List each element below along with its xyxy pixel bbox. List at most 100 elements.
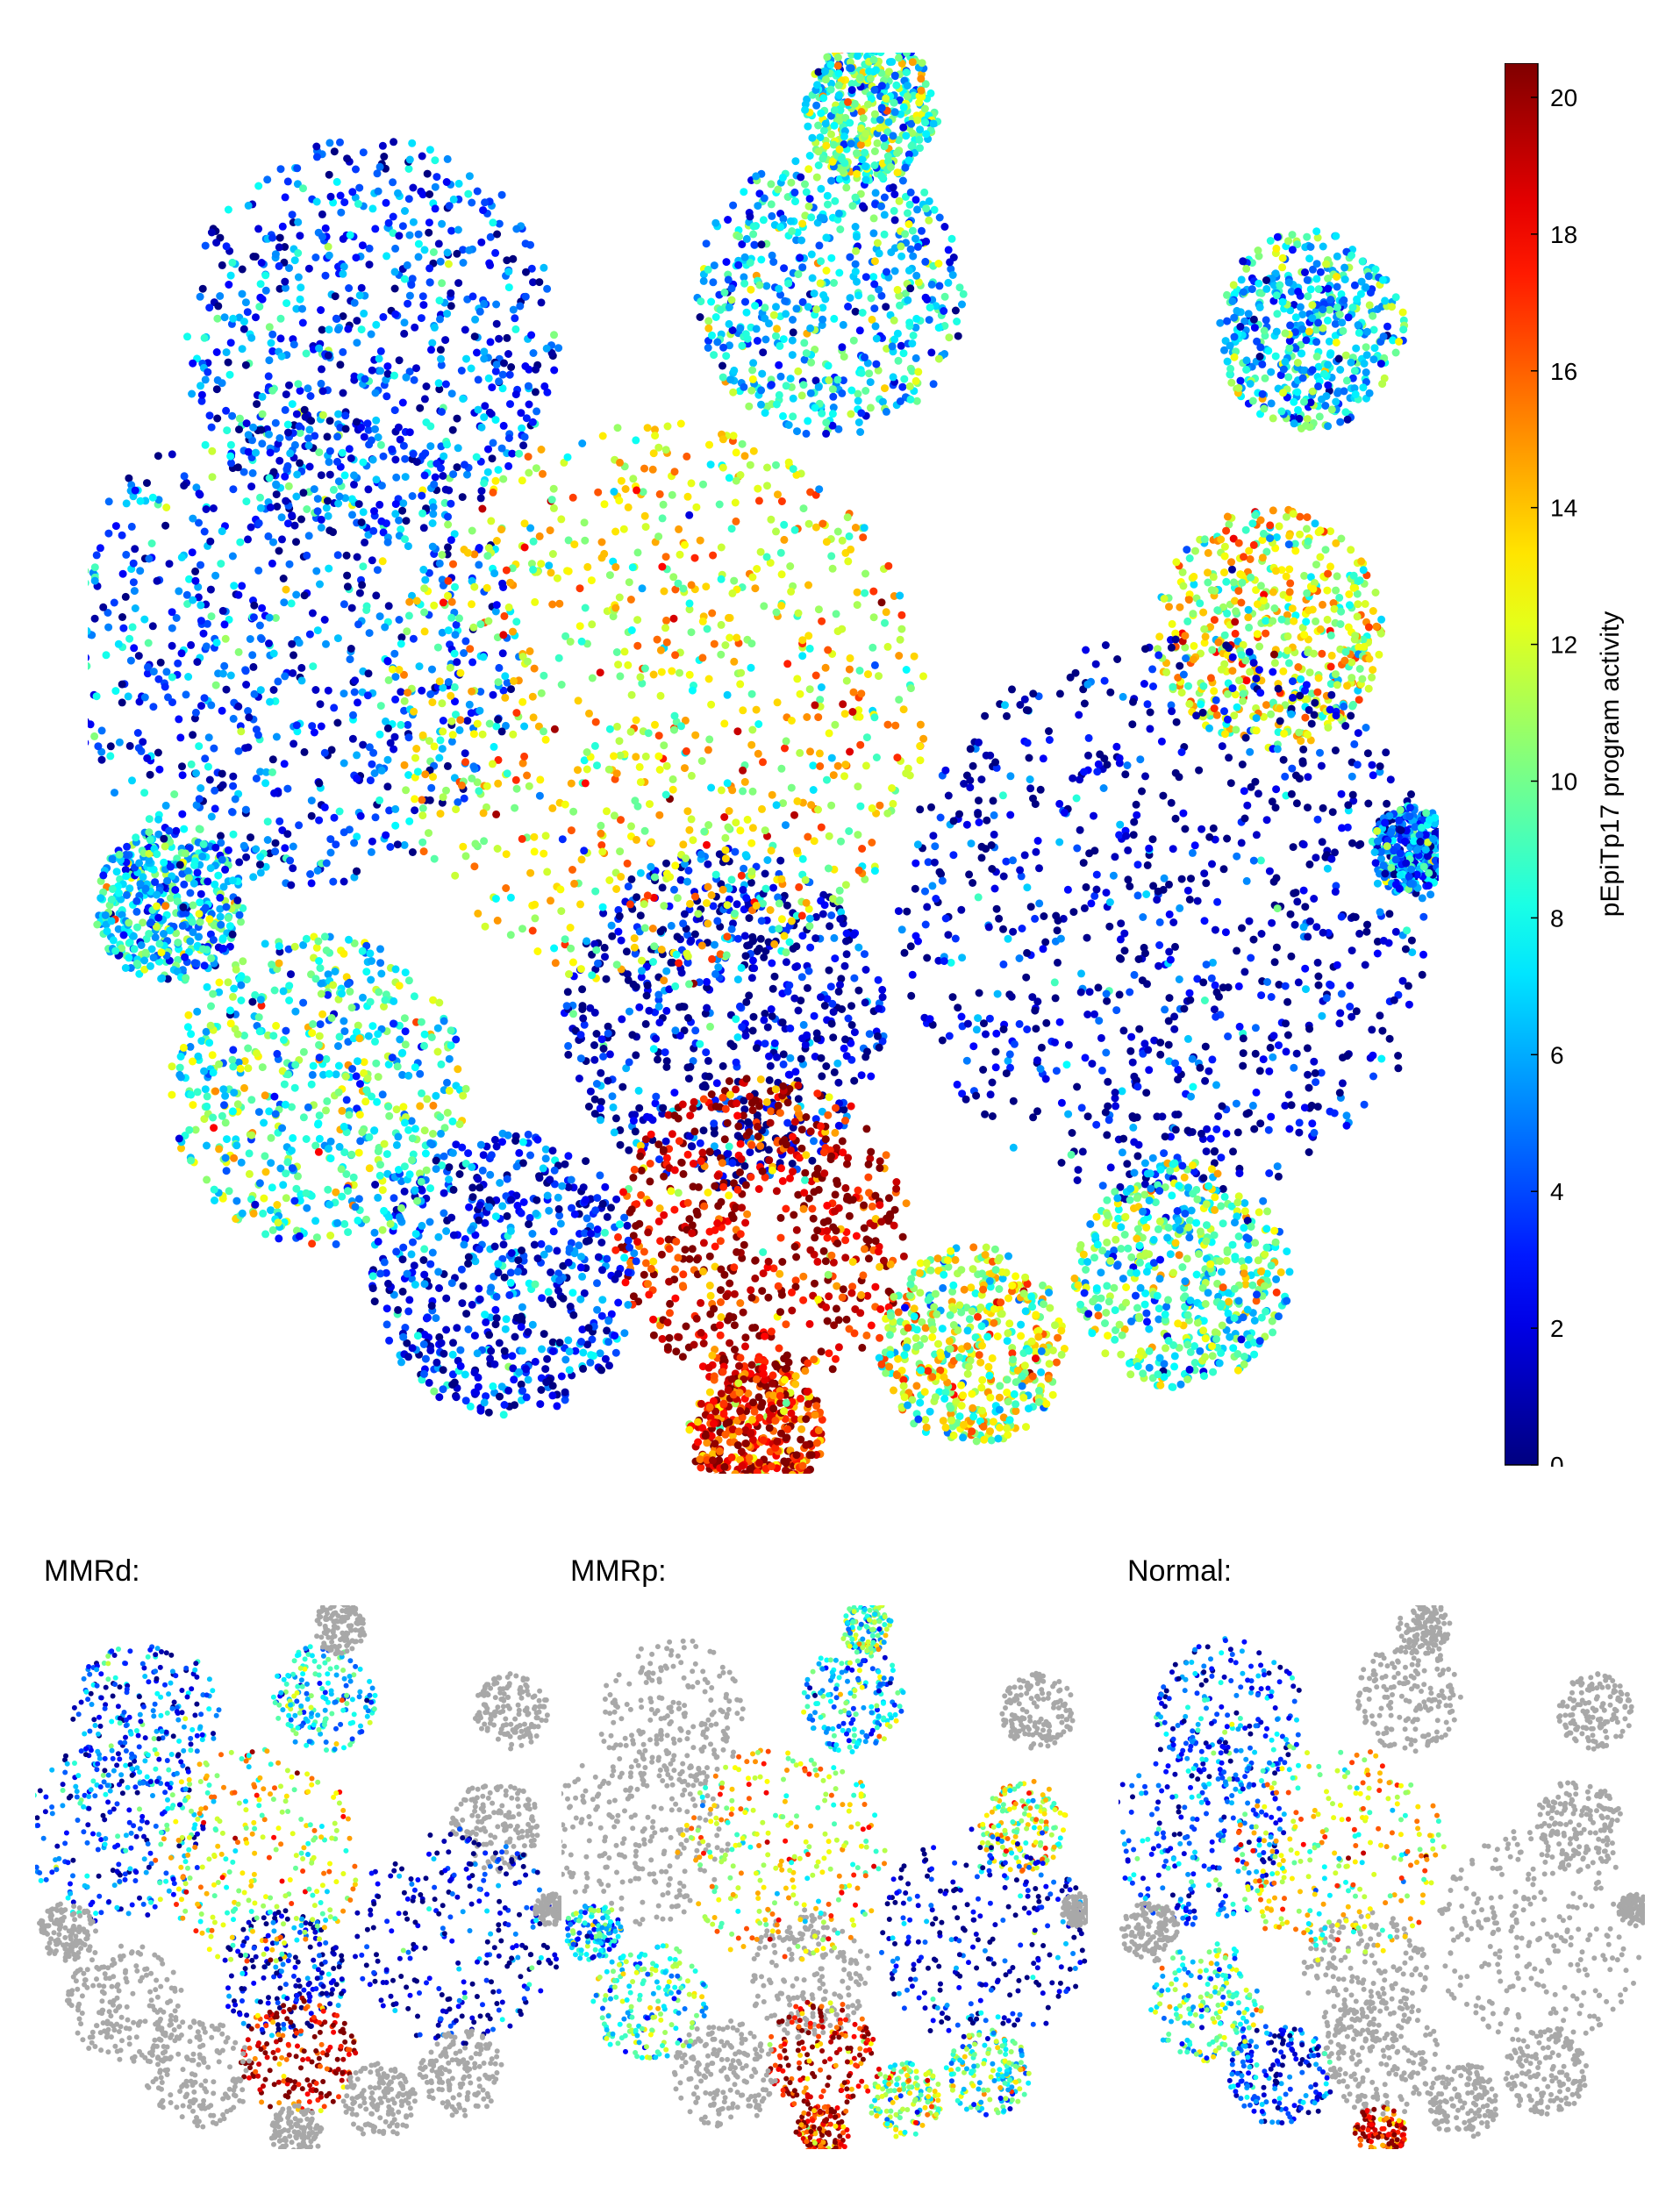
data-point <box>376 440 385 449</box>
data-point <box>765 1052 773 1061</box>
data-point <box>903 907 911 916</box>
data-point <box>699 1267 707 1275</box>
data-point <box>543 868 552 876</box>
data-point <box>256 853 265 861</box>
data-point <box>1135 1025 1144 1033</box>
data-point <box>774 1282 783 1290</box>
data-point <box>344 325 353 333</box>
data-point <box>649 1315 658 1324</box>
data-point <box>640 826 649 835</box>
data-point <box>1285 344 1294 353</box>
data-point <box>230 582 239 590</box>
data-point <box>1403 926 1412 935</box>
data-point <box>721 1104 730 1113</box>
data-point <box>247 833 254 842</box>
data-point <box>704 1072 713 1081</box>
data-point <box>826 922 834 931</box>
data-point <box>1286 910 1295 918</box>
data-point <box>1171 629 1180 638</box>
data-point <box>854 782 862 791</box>
data-point <box>797 1125 806 1134</box>
data-point <box>927 803 935 811</box>
data-point <box>710 1119 718 1128</box>
data-point <box>419 301 428 310</box>
data-point <box>1303 589 1312 597</box>
data-point <box>542 344 551 353</box>
data-point <box>1140 1039 1149 1048</box>
data-point <box>295 821 304 830</box>
data-point <box>1356 839 1365 848</box>
data-point <box>1255 353 1264 361</box>
data-point <box>987 841 996 849</box>
data-point <box>249 613 258 622</box>
data-point <box>1227 558 1235 567</box>
data-point <box>535 532 544 540</box>
data-point <box>1240 553 1247 561</box>
data-point <box>459 842 468 851</box>
data-point <box>1293 240 1302 249</box>
data-point <box>428 542 437 551</box>
data-point <box>475 307 484 316</box>
data-point <box>278 222 287 231</box>
data-point <box>249 423 258 432</box>
data-point <box>1026 775 1034 783</box>
data-point <box>127 522 136 531</box>
data-point <box>1305 1148 1313 1156</box>
data-point <box>707 1090 716 1098</box>
data-point <box>276 334 285 343</box>
data-point <box>257 259 266 267</box>
data-point <box>339 389 347 397</box>
data-point <box>1354 600 1362 609</box>
data-point <box>754 1122 761 1131</box>
data-point <box>266 448 275 457</box>
data-point <box>1235 676 1243 685</box>
data-point <box>352 254 361 262</box>
data-point <box>213 314 222 323</box>
data-point <box>1083 1112 1092 1121</box>
data-point <box>1312 338 1321 346</box>
data-point <box>1233 703 1241 711</box>
data-point <box>656 927 665 936</box>
data-point <box>354 620 362 629</box>
data-point <box>115 738 124 746</box>
data-point <box>1313 815 1322 824</box>
data-point <box>205 411 214 420</box>
data-point <box>1362 368 1370 376</box>
data-point <box>368 837 376 846</box>
data-point <box>594 488 603 496</box>
data-point <box>1115 831 1124 839</box>
data-point <box>143 754 152 762</box>
data-point <box>1278 263 1287 272</box>
data-point <box>676 419 685 428</box>
data-point <box>1120 946 1129 955</box>
data-point <box>1335 1019 1344 1028</box>
data-point <box>736 1139 745 1148</box>
data-point <box>1055 1018 1064 1026</box>
data-point <box>391 455 400 464</box>
data-point <box>1223 290 1231 299</box>
data-point <box>324 686 332 695</box>
data-point <box>826 982 835 991</box>
data-point <box>737 871 746 880</box>
data-point <box>1354 321 1362 329</box>
data-point <box>1140 680 1148 688</box>
data-point <box>1214 1112 1223 1120</box>
data-point <box>733 900 741 909</box>
data-point <box>1281 1101 1290 1110</box>
data-point <box>306 392 315 400</box>
data-point <box>876 1201 884 1210</box>
data-point <box>1326 527 1334 536</box>
data-point <box>1242 676 1251 685</box>
data-point <box>1291 546 1300 555</box>
data-point <box>829 771 838 780</box>
data-point <box>683 807 692 816</box>
data-point <box>208 446 217 455</box>
data-point <box>1190 580 1198 589</box>
data-point <box>977 775 986 784</box>
data-point <box>1238 924 1246 932</box>
data-point <box>390 406 399 415</box>
data-point <box>222 242 231 251</box>
data-point <box>311 254 320 261</box>
data-point <box>1345 590 1354 598</box>
data-point <box>982 1030 990 1039</box>
